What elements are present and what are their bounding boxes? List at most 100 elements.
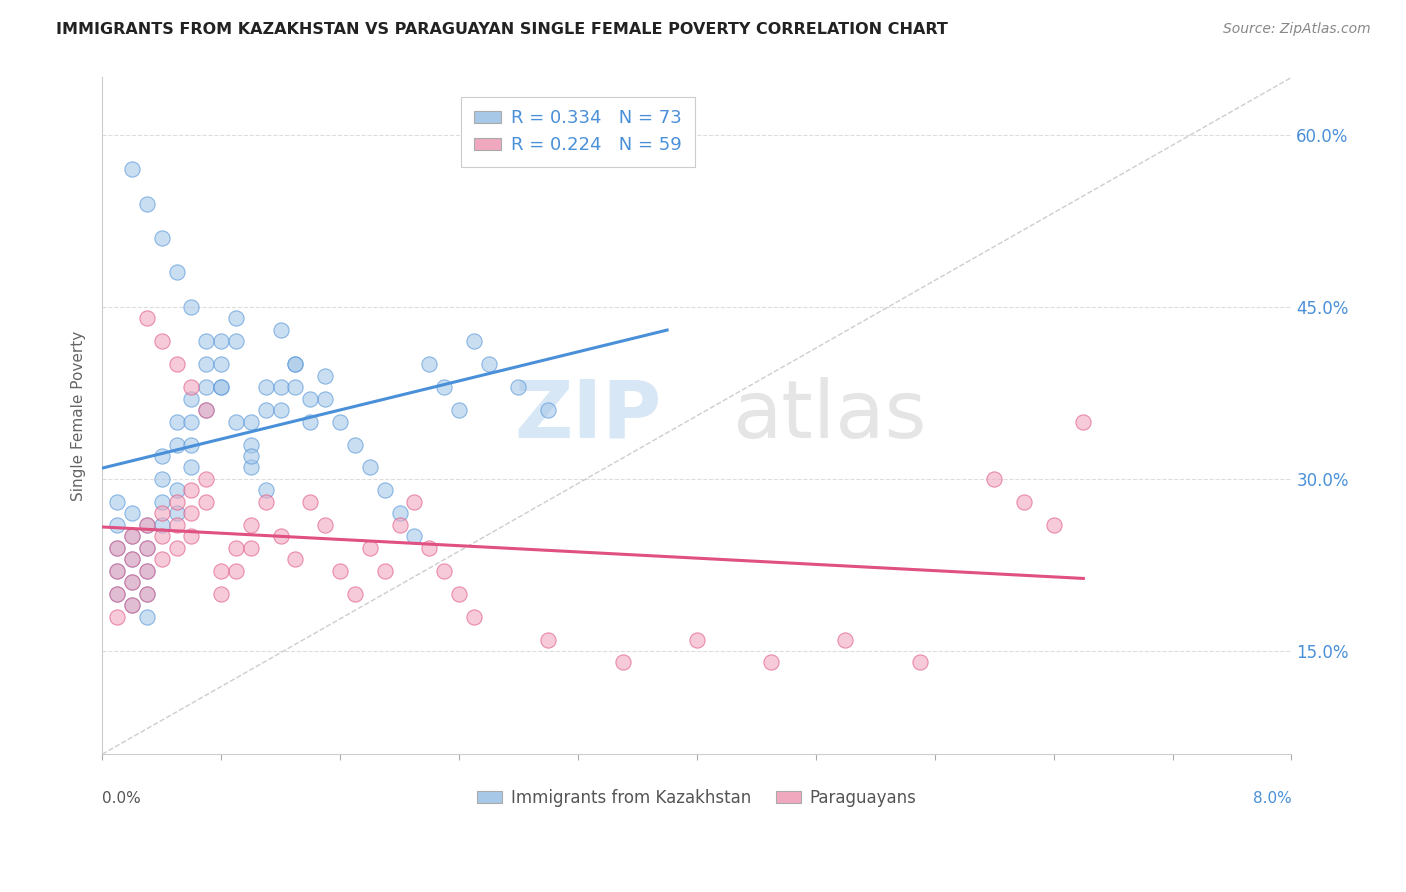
Point (166, 506, 188, 520)
Point (612, 656, 634, 670)
Point (166, 357, 188, 371)
Point (908, 656, 931, 670)
Point (135, 517, 157, 532)
Point (209, 334, 232, 349)
Point (105, 586, 128, 600)
Point (225, 311, 247, 326)
Point (270, 380, 292, 394)
Text: IMMIGRANTS FROM KAZAKHSTAN VS PARAGUAYAN SINGLE FEMALE POVERTY CORRELATION CHART: IMMIGRANTS FROM KAZAKHSTAN VS PARAGUAYAN… (56, 22, 948, 37)
Point (135, 311, 157, 326)
Point (166, 415, 188, 429)
Point (537, 403, 560, 417)
Point (121, 598, 143, 612)
Point (150, 495, 173, 509)
Point (180, 392, 202, 406)
Point (150, 334, 173, 349)
Point (418, 357, 440, 371)
Point (121, 575, 143, 590)
Point (239, 541, 262, 555)
Point (284, 357, 307, 371)
Point (418, 541, 440, 555)
Point (135, 541, 157, 555)
Point (195, 403, 218, 417)
Point (329, 564, 352, 578)
Point (150, 517, 173, 532)
Point (166, 437, 188, 451)
Point (314, 392, 336, 406)
Point (388, 517, 411, 532)
Point (314, 517, 336, 532)
Point (135, 586, 157, 600)
Point (270, 403, 292, 417)
Point (195, 380, 218, 394)
Point (135, 564, 157, 578)
Point (433, 564, 456, 578)
Point (195, 472, 218, 486)
Point (433, 380, 456, 394)
Point (508, 380, 530, 394)
Point (209, 564, 232, 578)
Point (195, 334, 218, 349)
Point (209, 357, 232, 371)
Point (299, 415, 322, 429)
Point (209, 380, 232, 394)
Point (343, 437, 366, 451)
Point (299, 392, 322, 406)
Point (105, 541, 128, 555)
Point (105, 541, 128, 555)
Point (166, 541, 188, 555)
Point (180, 380, 202, 394)
Point (834, 632, 856, 647)
Point (463, 334, 485, 349)
Point (254, 380, 277, 394)
Point (447, 586, 470, 600)
Point (404, 529, 426, 543)
Point (239, 415, 262, 429)
Point (195, 357, 218, 371)
Point (329, 415, 352, 429)
Point (180, 300, 202, 314)
Point (314, 368, 336, 383)
Legend: Immigrants from Kazakhstan, Paraguayans: Immigrants from Kazakhstan, Paraguayans (471, 782, 922, 814)
Point (239, 437, 262, 451)
Point (374, 564, 396, 578)
Point (121, 598, 143, 612)
Point (270, 323, 292, 337)
Point (135, 541, 157, 555)
Point (447, 403, 470, 417)
Point (254, 483, 277, 498)
Point (209, 586, 232, 600)
Point (105, 517, 128, 532)
Text: ZIP: ZIP (515, 376, 661, 455)
Point (1012, 495, 1035, 509)
Point (759, 656, 782, 670)
Point (284, 552, 307, 566)
Point (150, 231, 173, 245)
Point (105, 586, 128, 600)
Point (983, 472, 1005, 486)
Point (686, 632, 709, 647)
Text: Source: ZipAtlas.com: Source: ZipAtlas.com (1223, 22, 1371, 37)
Point (105, 564, 128, 578)
Point (463, 609, 485, 624)
Point (225, 541, 247, 555)
Point (135, 517, 157, 532)
Text: 0.0%: 0.0% (103, 791, 141, 806)
Point (121, 506, 143, 520)
Point (359, 460, 381, 475)
Point (374, 483, 396, 498)
Point (225, 334, 247, 349)
Point (180, 506, 202, 520)
Point (121, 552, 143, 566)
Point (270, 529, 292, 543)
Point (135, 586, 157, 600)
Point (166, 483, 188, 498)
Point (121, 162, 143, 177)
Point (180, 415, 202, 429)
Point (404, 495, 426, 509)
Point (105, 495, 128, 509)
Point (166, 495, 188, 509)
Point (254, 403, 277, 417)
Point (343, 586, 366, 600)
Point (359, 541, 381, 555)
